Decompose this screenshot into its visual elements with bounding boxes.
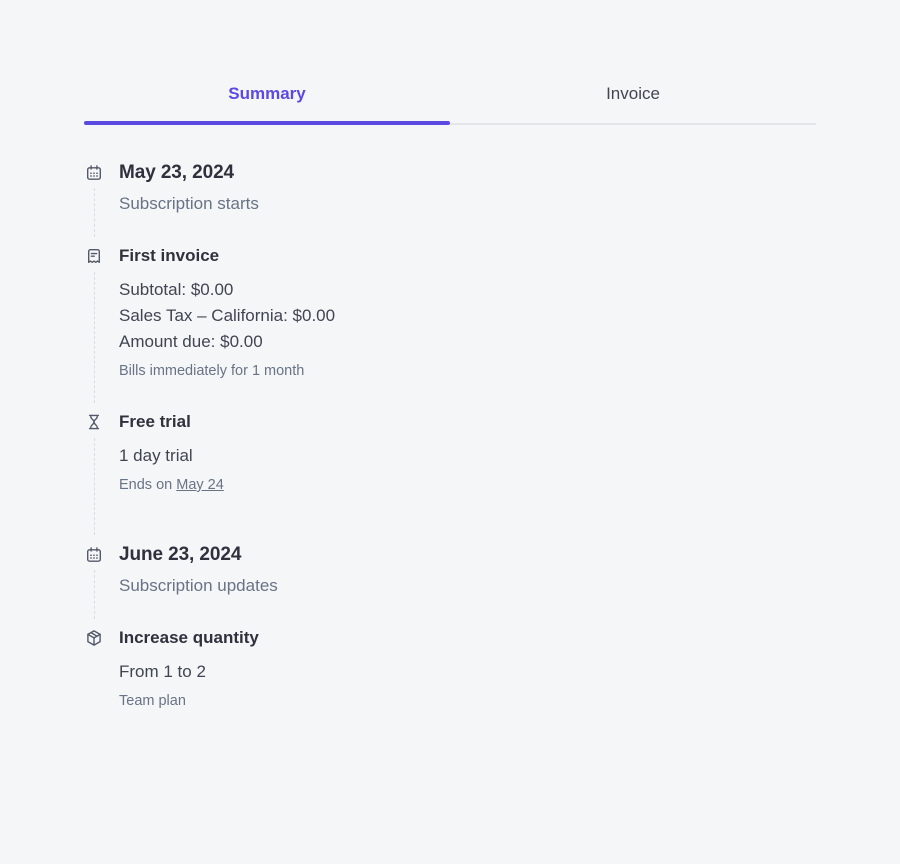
tab-summary-label: Summary bbox=[228, 84, 306, 103]
item-subtitle: Subscription updates bbox=[119, 576, 278, 595]
item-body: Subscription updates bbox=[119, 575, 816, 597]
item-lines: Subtotal: $0.00 Sales Tax – California: $… bbox=[119, 277, 816, 355]
subscription-preview-panel: Summary Invoice May 23, 2024 Subscriptio… bbox=[0, 80, 900, 711]
receipt-icon bbox=[85, 247, 103, 265]
item-body: From 1 to 2 Team plan bbox=[119, 659, 816, 711]
timeline-item-header: Free trial bbox=[85, 411, 816, 433]
calendar-icon bbox=[85, 546, 103, 564]
trial-end-date-link[interactable]: May 24 bbox=[176, 477, 224, 493]
item-title: First invoice bbox=[119, 246, 220, 265]
caption-text: Ends on bbox=[119, 477, 177, 493]
timeline-item-header: May 23, 2024 bbox=[85, 161, 816, 185]
calendar-icon bbox=[85, 164, 103, 182]
item-caption: Bills immediately for 1 month bbox=[119, 363, 305, 379]
item-title: June 23, 2024 bbox=[119, 544, 242, 565]
timeline-item-header: Increase quantity bbox=[85, 627, 816, 649]
item-line: Subtotal: $0.00 bbox=[119, 280, 234, 299]
item-title: May 23, 2024 bbox=[119, 162, 234, 183]
timeline-connector bbox=[93, 272, 95, 403]
timeline-connector bbox=[93, 188, 95, 237]
item-caption: Ends on May 24 bbox=[119, 475, 816, 495]
item-line: Amount due: $0.00 bbox=[119, 332, 263, 351]
timeline-connector bbox=[93, 570, 95, 619]
item-lines: From 1 to 2 bbox=[119, 659, 816, 685]
item-line: Sales Tax – California: $0.00 bbox=[119, 306, 336, 325]
tab-invoice-label: Invoice bbox=[606, 84, 660, 103]
item-body: Subtotal: $0.00 Sales Tax – California: $… bbox=[119, 277, 816, 381]
timeline-item-header: First invoice bbox=[85, 245, 816, 267]
item-lines: 1 day trial bbox=[119, 443, 816, 469]
package-icon bbox=[85, 629, 103, 647]
item-line: From 1 to 2 bbox=[119, 662, 206, 681]
tab-bar: Summary Invoice bbox=[84, 80, 816, 125]
hourglass-icon bbox=[85, 413, 103, 431]
item-body: 1 day trial Ends on May 24 bbox=[119, 443, 816, 495]
timeline-connector bbox=[93, 438, 95, 535]
item-caption: Team plan bbox=[119, 693, 186, 709]
item-title: Increase quantity bbox=[119, 628, 259, 647]
timeline-item-header: June 23, 2024 bbox=[85, 543, 816, 567]
timeline-item: May 23, 2024 Subscription starts bbox=[85, 161, 816, 237]
timeline-item: First invoice Subtotal: $0.00 Sales Tax –… bbox=[85, 245, 816, 403]
tab-summary[interactable]: Summary bbox=[84, 80, 450, 125]
item-title: Free trial bbox=[119, 412, 191, 431]
tab-invoice[interactable]: Invoice bbox=[450, 80, 816, 123]
item-line: 1 day trial bbox=[119, 446, 193, 465]
timeline-item: June 23, 2024 Subscription updates bbox=[85, 543, 816, 619]
timeline-item: Free trial 1 day trial Ends on May 24 bbox=[85, 411, 816, 535]
item-subtitle: Subscription starts bbox=[119, 194, 259, 213]
item-body: Subscription starts bbox=[119, 193, 816, 215]
timeline: May 23, 2024 Subscription starts First i… bbox=[84, 161, 816, 711]
timeline-item: Increase quantity From 1 to 2 Team plan bbox=[85, 627, 816, 711]
